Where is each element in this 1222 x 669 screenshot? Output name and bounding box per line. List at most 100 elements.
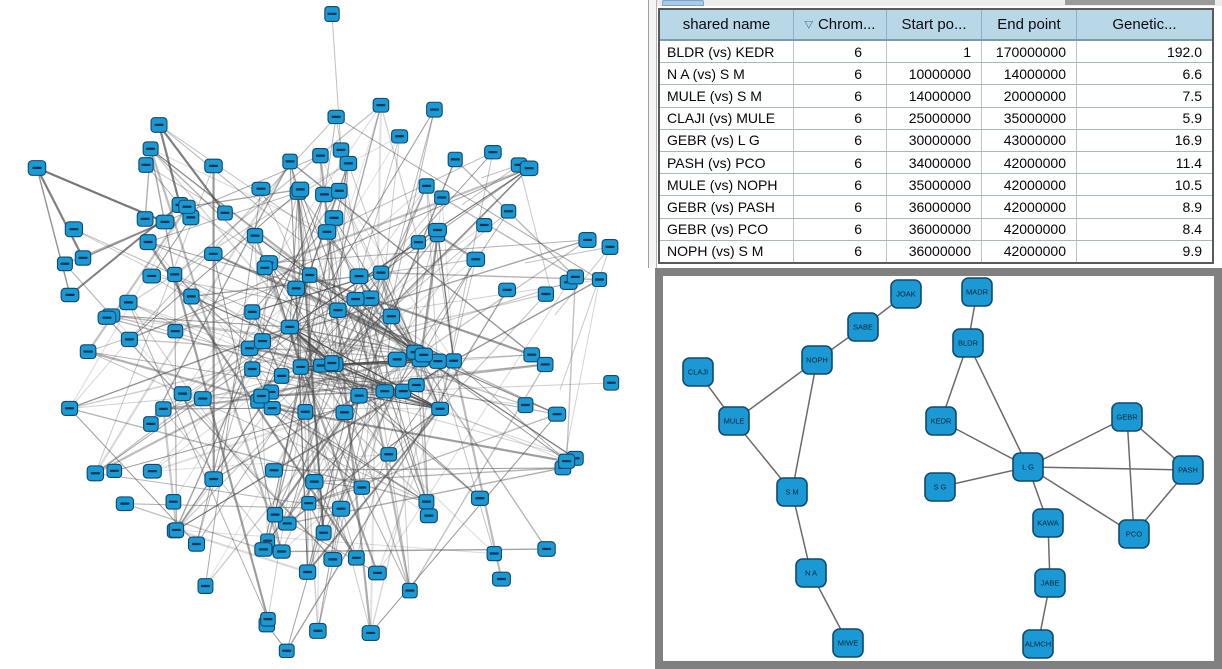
- table-row[interactable]: BLDR (vs) KEDR 6 1 170000000 192.0: [660, 41, 1212, 64]
- network-node[interactable]: [476, 217, 493, 233]
- node-l-g[interactable]: L G: [1012, 452, 1044, 482]
- network-node[interactable]: [292, 359, 309, 375]
- network-node[interactable]: [414, 347, 434, 363]
- network-node[interactable]: [204, 471, 224, 487]
- network-node[interactable]: [263, 401, 281, 416]
- network-node[interactable]: [74, 250, 92, 266]
- network-node[interactable]: [142, 463, 162, 479]
- network-node[interactable]: [244, 361, 261, 377]
- network-node[interactable]: [178, 199, 196, 215]
- network-node[interactable]: [391, 129, 409, 144]
- node-mule[interactable]: MULE: [718, 406, 750, 436]
- node-sabe[interactable]: SABE: [847, 312, 879, 342]
- network-node[interactable]: [372, 97, 390, 113]
- node-pco[interactable]: PCO: [1118, 519, 1150, 549]
- network-node[interactable]: [536, 356, 554, 373]
- network-node[interactable]: [537, 541, 556, 557]
- network-node[interactable]: [419, 508, 438, 524]
- network-node[interactable]: [167, 266, 183, 283]
- network-node[interactable]: [401, 582, 418, 599]
- network-node[interactable]: [372, 265, 390, 280]
- network-node[interactable]: [375, 384, 395, 399]
- network-node[interactable]: [410, 235, 427, 250]
- node-noph[interactable]: NOPH: [801, 345, 833, 375]
- network-node[interactable]: [79, 344, 97, 360]
- network-node[interactable]: [324, 355, 340, 372]
- network-node[interactable]: [183, 288, 200, 305]
- node-jabe[interactable]: JABE: [1034, 568, 1066, 598]
- table-row[interactable]: MULE (vs) NOPH 6 35000000 42000000 10.5: [660, 174, 1212, 197]
- network-node[interactable]: [138, 157, 154, 173]
- network-node[interactable]: [380, 447, 398, 462]
- network-node[interactable]: [332, 500, 351, 517]
- network-node[interactable]: [558, 453, 576, 469]
- network-node[interactable]: [273, 368, 290, 384]
- node-s-g[interactable]: S G: [924, 472, 956, 502]
- network-node[interactable]: [591, 272, 608, 288]
- network-node[interactable]: [428, 222, 447, 238]
- network-node[interactable]: [470, 490, 489, 507]
- network-node[interactable]: [332, 142, 350, 158]
- network-node[interactable]: [484, 144, 502, 160]
- network-node[interactable]: [312, 148, 329, 164]
- network-node[interactable]: [426, 101, 443, 118]
- network-node[interactable]: [204, 158, 223, 174]
- network-node[interactable]: [601, 238, 619, 256]
- full-network-svg[interactable]: [0, 0, 648, 669]
- network-node[interactable]: [165, 493, 182, 510]
- network-node[interactable]: [324, 210, 344, 226]
- network-node[interactable]: [537, 286, 554, 302]
- column-header-1[interactable]: ▽ Chrom...: [794, 10, 887, 39]
- node-claji[interactable]: CLAJI: [682, 357, 714, 387]
- attribute-table[interactable]: shared name ▽ Chrom... Start po... End point…: [658, 8, 1214, 264]
- network-node[interactable]: [523, 347, 541, 363]
- node-s-m[interactable]: S M: [776, 477, 808, 507]
- network-node[interactable]: [323, 552, 343, 567]
- table-row[interactable]: MULE (vs) S M 6 14000000 20000000 7.5: [660, 85, 1212, 108]
- network-node[interactable]: [187, 536, 206, 552]
- network-node[interactable]: [349, 268, 369, 285]
- network-node[interactable]: [106, 463, 123, 479]
- network-node[interactable]: [309, 622, 327, 639]
- network-node[interactable]: [265, 463, 283, 478]
- network-node[interactable]: [167, 324, 184, 339]
- network-node[interactable]: [387, 351, 407, 368]
- network-node[interactable]: [491, 571, 511, 587]
- network-node[interactable]: [315, 186, 334, 203]
- network-node[interactable]: [287, 280, 306, 297]
- network-node[interactable]: [266, 506, 284, 523]
- node-kedr[interactable]: KEDR: [925, 406, 957, 436]
- network-node[interactable]: [254, 542, 273, 557]
- network-node[interactable]: [115, 496, 135, 512]
- network-node[interactable]: [27, 160, 47, 176]
- network-node[interactable]: [315, 525, 332, 541]
- node-madr[interactable]: MADR: [961, 277, 993, 307]
- network-node[interactable]: [361, 625, 380, 642]
- panel-divider[interactable]: [648, 0, 657, 268]
- network-node[interactable]: [350, 387, 368, 404]
- column-header-2[interactable]: Start po...: [887, 10, 982, 39]
- column-header-0[interactable]: shared name: [660, 10, 794, 39]
- network-node[interactable]: [500, 204, 517, 219]
- node-miwe[interactable]: MIWE: [832, 628, 864, 658]
- network-node[interactable]: [204, 246, 223, 262]
- network-node[interactable]: [60, 287, 80, 303]
- network-node[interactable]: [329, 302, 347, 318]
- filter-icon[interactable]: ▽: [804, 19, 813, 31]
- node-n-a[interactable]: N A: [795, 558, 827, 588]
- network-node[interactable]: [547, 406, 567, 422]
- network-node[interactable]: [272, 544, 291, 559]
- network-node[interactable]: [246, 228, 264, 244]
- network-node[interactable]: [120, 331, 138, 348]
- table-row[interactable]: CLAJI (vs) MULE 6 25000000 35000000 5.9: [660, 107, 1212, 130]
- network-node[interactable]: [253, 333, 272, 350]
- network-node[interactable]: [408, 377, 425, 393]
- network-node[interactable]: [418, 494, 435, 510]
- network-node[interactable]: [298, 564, 317, 580]
- network-node[interactable]: [603, 375, 620, 391]
- network-node[interactable]: [143, 416, 159, 432]
- node-kawa[interactable]: KAWA: [1032, 508, 1064, 538]
- network-node[interactable]: [486, 545, 502, 562]
- network-node[interactable]: [301, 267, 318, 283]
- network-node[interactable]: [260, 611, 276, 627]
